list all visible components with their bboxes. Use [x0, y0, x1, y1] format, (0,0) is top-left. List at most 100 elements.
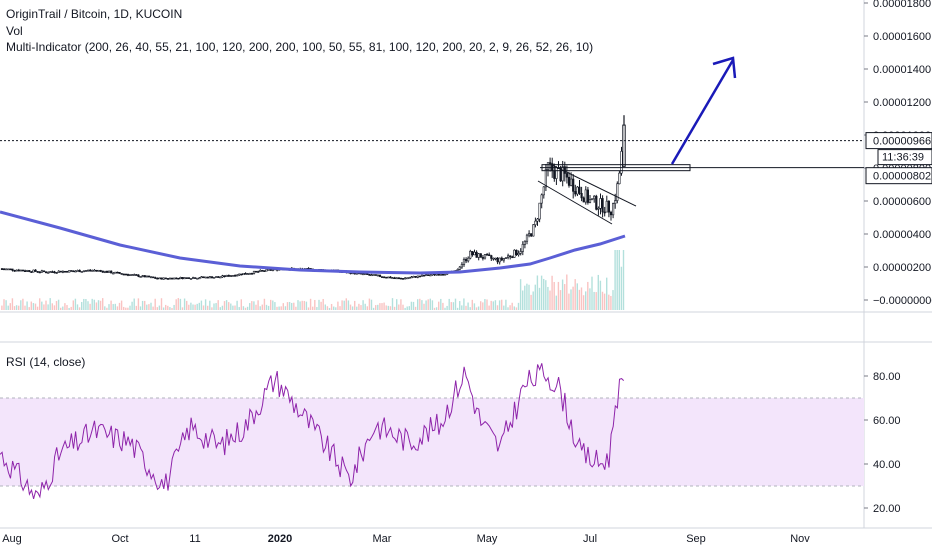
candle: [435, 273, 438, 276]
candle: [150, 276, 153, 279]
volume-bar: [530, 294, 532, 310]
volume-bar: [265, 304, 268, 310]
candle: [372, 274, 375, 276]
candle: [370, 274, 373, 277]
candle: [57, 270, 60, 273]
volume-bar: [543, 278, 545, 310]
volume-bar: [547, 286, 549, 310]
volume-bar: [505, 299, 507, 310]
volume-bar: [236, 300, 238, 310]
volume-bar: [278, 306, 280, 310]
volume-bar: [261, 304, 263, 310]
volume-bar: [64, 303, 66, 310]
rsi-tick-label: 40.00: [873, 459, 901, 471]
volume-bar: [324, 304, 326, 310]
volume-bar: [343, 300, 345, 310]
volume-bar: [116, 306, 119, 310]
candle: [32, 269, 35, 273]
candle: [206, 276, 209, 279]
volume-bar: [74, 298, 77, 310]
candle: [389, 276, 392, 279]
candle: [116, 271, 119, 274]
volume-bar: [131, 301, 133, 310]
rsi-tick-label: 80.00: [873, 371, 901, 383]
volume-bar: [55, 301, 58, 310]
volume-bar: [198, 302, 200, 310]
candle: [231, 275, 235, 277]
candle: [492, 257, 495, 260]
candle: [265, 269, 268, 272]
candle: [129, 274, 132, 276]
volume-bar: [322, 298, 324, 310]
volume-bar: [461, 305, 463, 310]
candle: [183, 277, 186, 280]
candle: [93, 269, 96, 272]
candle: [515, 249, 518, 256]
volume-bar: [545, 280, 547, 310]
volume-bar: [225, 300, 228, 310]
candle: [114, 271, 117, 274]
volume-bar: [513, 306, 515, 310]
candle: [517, 253, 520, 256]
price-tick-label: 0.00000600: [873, 196, 931, 208]
volume-bar: [566, 274, 568, 310]
candle: [141, 275, 144, 277]
volume-bar: [370, 299, 373, 310]
volume-bar: [215, 303, 217, 310]
price-tick-label: 0.00000200: [873, 262, 931, 274]
volume-bar: [412, 301, 415, 310]
volume-bar: [423, 303, 425, 310]
candle: [187, 277, 191, 279]
volume-bar: [150, 302, 152, 310]
countdown-tag: [877, 149, 932, 166]
candle: [200, 276, 203, 279]
volume-bar: [213, 303, 215, 310]
candle: [611, 203, 615, 216]
volume-bar: [20, 300, 22, 310]
volume-bar: [91, 298, 93, 310]
candle: [238, 273, 241, 276]
candle: [229, 275, 233, 278]
candle: [158, 277, 161, 280]
volume-bar: [429, 298, 431, 310]
volume-bar: [501, 299, 503, 310]
volume-bar: [335, 307, 337, 310]
candle: [536, 218, 539, 222]
volume-bar: [99, 300, 102, 310]
candle: [460, 264, 464, 268]
candle: [496, 257, 499, 263]
volume-bar: [551, 275, 553, 310]
volume-bar: [309, 298, 312, 310]
volume-bar: [106, 307, 108, 310]
candle: [5, 268, 8, 271]
candle: [240, 273, 243, 276]
volume-bar: [351, 306, 354, 310]
candle: [97, 270, 100, 272]
volume-bar: [36, 306, 39, 310]
volume-bar: [179, 298, 182, 310]
time-axis-label: Jul: [583, 533, 597, 545]
time-axis-label: Mar: [373, 533, 392, 545]
candle: [620, 151, 623, 174]
volume-bar: [473, 303, 476, 310]
candle: [185, 277, 188, 279]
candle: [147, 275, 151, 278]
volume-bar: [97, 300, 100, 310]
candle: [393, 277, 396, 280]
candle: [82, 270, 85, 273]
price-tick-label: 0.00000400: [873, 229, 931, 241]
volume-bar: [488, 305, 490, 310]
volume-bar: [467, 302, 469, 310]
volume-bar: [536, 275, 539, 310]
volume-bar: [49, 298, 51, 310]
candle: [588, 199, 592, 203]
candle: [156, 277, 159, 280]
volume-bar: [585, 291, 587, 310]
candle: [422, 274, 426, 277]
volume-bar: [267, 305, 270, 310]
volume-bar: [471, 299, 473, 310]
candle: [72, 270, 75, 273]
volume-bar: [301, 300, 303, 310]
candle: [166, 278, 170, 280]
